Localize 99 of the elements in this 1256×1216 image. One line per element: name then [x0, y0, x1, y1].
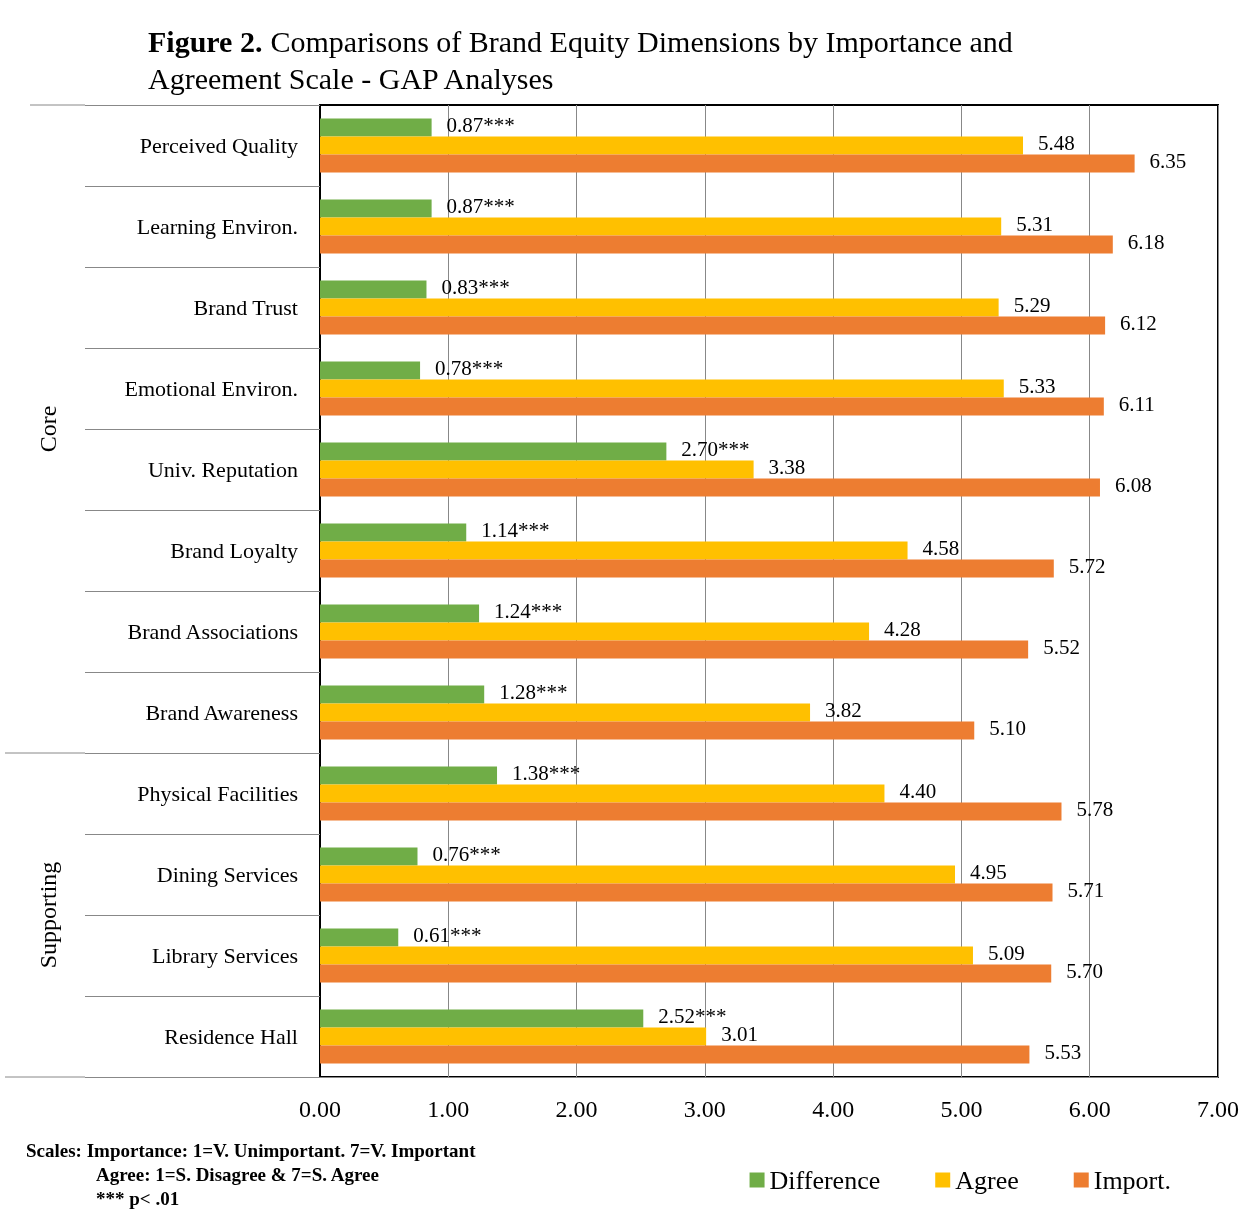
bar: [320, 361, 421, 380]
x-tick-label: 3.00: [683, 1096, 726, 1122]
bar: [320, 136, 1024, 155]
legend-label: Agree: [955, 1165, 1019, 1195]
data-label: 4.40: [899, 778, 937, 803]
data-label: 0.78***: [435, 355, 504, 380]
data-label: 6.12: [1120, 310, 1157, 335]
data-label: 1.14***: [481, 517, 550, 542]
data-label: 2.70***: [681, 436, 750, 461]
y-tick-label: Learning Environ.: [136, 214, 298, 239]
x-tick-label: 7.00: [1197, 1096, 1239, 1122]
data-label: 4.95: [970, 859, 1007, 884]
bar: [320, 604, 480, 623]
y-tick-label: Physical Facilities: [137, 781, 298, 806]
text: Agree: 1=S. Disagree & 7=S. Agree: [96, 1163, 379, 1185]
data-label: 6.35: [1149, 148, 1187, 173]
bar: [320, 928, 399, 947]
text: *** p< .01: [96, 1187, 180, 1209]
bar: [320, 478, 1100, 497]
data-label: 5.78: [1076, 796, 1114, 821]
bar: [320, 154, 1135, 173]
x-tick-label: 1.00: [427, 1096, 470, 1122]
bar: [320, 640, 1029, 659]
bar: [320, 883, 1053, 902]
bar: [320, 964, 1052, 983]
bar: [320, 847, 418, 866]
data-label: 5.10: [989, 715, 1027, 740]
bar: [320, 1045, 1030, 1064]
data-label: 0.76***: [432, 841, 501, 866]
data-label: 0.61***: [413, 922, 482, 947]
y-tick-label: Brand Loyalty: [170, 538, 298, 563]
bar: [320, 784, 885, 803]
bar: [320, 1027, 707, 1046]
data-label: 5.29: [1013, 292, 1051, 317]
y-tick-label: Brand Associations: [127, 619, 298, 644]
bar: [320, 235, 1113, 254]
text: Supporting: [35, 861, 61, 969]
bar: [320, 199, 432, 218]
bar: [320, 541, 908, 560]
bar: [320, 865, 956, 884]
data-label: 0.83***: [441, 274, 510, 299]
y-tick-label: Univ. Reputation: [147, 457, 298, 482]
data-label: 5.48: [1038, 130, 1075, 155]
bar: [320, 703, 811, 722]
data-label: 5.09: [987, 940, 1025, 965]
data-label: 1.38***: [512, 760, 581, 785]
bar: [320, 802, 1062, 821]
bar: [320, 118, 432, 137]
chart-title: Figure 2. Comparisons of Brand Equity Dimensions by Importance and Agreement Scale - GAP Analyses: [148, 25, 1021, 95]
data-label: 6.11: [1118, 391, 1155, 416]
y-tick-label: Perceived Quality: [139, 133, 298, 158]
data-label: 0.87***: [446, 193, 515, 218]
data-label: 0.87***: [446, 112, 515, 137]
data-label: 3.82: [825, 697, 862, 722]
bar: [320, 946, 973, 965]
legend-label: Difference: [769, 1165, 881, 1195]
bar: [320, 523, 467, 542]
data-label: 1.28***: [499, 679, 568, 704]
bar: [320, 721, 975, 740]
bar: [320, 316, 1106, 335]
y-tick-label: Brand Trust: [193, 295, 298, 320]
data-label: 5.33: [1018, 373, 1056, 398]
x-tick-label: 4.00: [812, 1096, 855, 1122]
text: Core: [35, 405, 61, 453]
data-label: 5.52: [1043, 634, 1080, 659]
y-tick-label: Dining Services: [156, 862, 298, 887]
data-label: 4.28: [884, 616, 921, 641]
bar: [320, 379, 1004, 398]
x-tick-label: 2.00: [555, 1096, 598, 1122]
bar: [320, 280, 427, 299]
data-label: 1.24***: [494, 598, 563, 623]
data-label: 5.72: [1068, 553, 1106, 578]
x-tick-label: 0.00: [299, 1096, 341, 1122]
bar: [320, 766, 498, 785]
data-label: 6.08: [1114, 472, 1152, 497]
bar: [320, 1009, 644, 1028]
legend-label: Import.: [1093, 1165, 1171, 1195]
bar: [320, 442, 667, 461]
bar: [320, 217, 1002, 236]
text: Scales: Importance: 1=V. Unimportant. 7=V. Important: [26, 1139, 477, 1161]
bar: [320, 685, 485, 704]
data-label: 3.38: [768, 454, 806, 479]
x-tick-label: 6.00: [1068, 1096, 1111, 1122]
data-label: 5.31: [1016, 211, 1053, 236]
bar: [320, 397, 1104, 416]
bar: [320, 622, 870, 641]
x-tick-label: 5.00: [940, 1096, 983, 1122]
data-label: 5.71: [1067, 877, 1105, 902]
data-label: 5.53: [1044, 1039, 1082, 1064]
bar: [320, 460, 754, 479]
bar: [320, 559, 1054, 578]
y-tick-label: Brand Awareness: [145, 700, 298, 725]
y-tick-label: Library Services: [152, 943, 298, 968]
y-tick-label: Emotional Environ.: [124, 376, 298, 401]
data-label: 5.70: [1066, 958, 1103, 983]
bar: [320, 298, 999, 317]
data-label: 4.58: [922, 535, 960, 560]
data-label: 6.18: [1127, 229, 1165, 254]
y-tick-label: Residence Hall: [164, 1024, 298, 1049]
